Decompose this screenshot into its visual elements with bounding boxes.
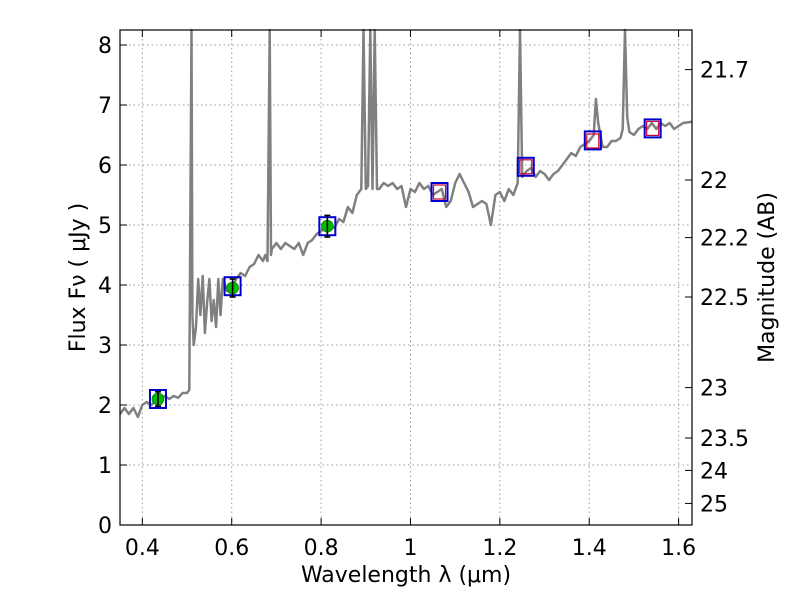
y-tick-label: 7: [98, 94, 112, 119]
model-photometry-box: [643, 118, 662, 139]
x-tick-label: 1: [403, 536, 417, 561]
y-axis-label: Flux Fν ( μJy ): [66, 203, 91, 352]
y-tick-label: 3: [98, 334, 112, 359]
model-photometry-box: [148, 389, 167, 409]
model-photometry-box: [516, 156, 535, 177]
spectrum-layer: [119, 28, 693, 419]
y2-tick-label: 22.5: [700, 286, 749, 311]
x-tick-label: 1.2: [482, 536, 517, 561]
inner-photometry-box: [519, 159, 533, 175]
y-tick-label: 5: [98, 214, 112, 239]
y-tick-label: 1: [98, 454, 112, 479]
y2-axis-label: Magnitude (AB): [755, 192, 780, 363]
x-tick-label: 0.4: [125, 536, 160, 561]
y-tick-label: 8: [98, 34, 112, 59]
markers-layer: [148, 118, 662, 409]
plot-frame: [119, 29, 693, 526]
ticks-layer: 0.4 0.6 0.8 1 1.2 1.4 1.601234567821.72222.222…: [98, 30, 749, 561]
x-tick-label: 1.6: [661, 536, 696, 561]
y2-tick-label: 22: [700, 169, 728, 194]
y-tick-label: 4: [98, 274, 112, 299]
y2-tick-label: 22.2: [700, 227, 749, 252]
y-tick-label: 6: [98, 154, 112, 179]
model-photometry-box: [430, 182, 449, 202]
x-tick-label: 0.8: [304, 536, 339, 561]
y2-tick-label: 21.7: [700, 59, 749, 84]
inner-photometry-box: [432, 184, 447, 200]
spectrum-line: [119, 28, 693, 419]
model-photometry-box: [583, 130, 602, 151]
inner-photometry-box: [646, 120, 660, 137]
y2-tick-label: 25: [700, 492, 728, 517]
y2-tick-label: 23.5: [700, 427, 749, 452]
y2-tick-label: 23: [700, 377, 728, 402]
y2-tick-label: 24: [700, 459, 728, 484]
y-tick-label: 2: [98, 394, 112, 419]
y-tick-label: 0: [98, 514, 112, 539]
x-tick-label: 1.4: [572, 536, 607, 561]
grid-lines: [120, 30, 692, 526]
x-axis-label: Wavelength λ (μm): [301, 563, 511, 588]
x-tick-label: 0.6: [214, 536, 249, 561]
inner-photometry-box: [586, 133, 600, 149]
